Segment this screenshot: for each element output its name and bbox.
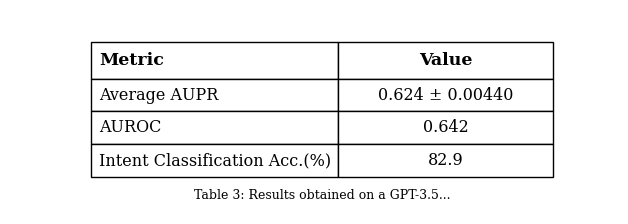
Bar bbox=[338, 79, 553, 112]
Bar bbox=[338, 112, 553, 144]
Text: Value: Value bbox=[419, 52, 472, 69]
Text: Table 3: Results obtained on a GPT-3.5...: Table 3: Results obtained on a GPT-3.5..… bbox=[193, 189, 450, 202]
Text: Metric: Metric bbox=[99, 52, 165, 69]
Text: 0.642: 0.642 bbox=[423, 119, 468, 136]
Text: Average AUPR: Average AUPR bbox=[99, 87, 219, 103]
Text: 0.624 ± 0.00440: 0.624 ± 0.00440 bbox=[378, 87, 513, 103]
Text: AUROC: AUROC bbox=[99, 119, 162, 136]
Text: Intent Classification Acc.(%): Intent Classification Acc.(%) bbox=[99, 152, 332, 169]
Bar bbox=[90, 112, 338, 144]
Bar bbox=[338, 42, 553, 79]
Bar bbox=[90, 79, 338, 112]
Bar bbox=[90, 144, 338, 177]
Bar bbox=[90, 42, 338, 79]
Bar bbox=[338, 144, 553, 177]
Text: 82.9: 82.9 bbox=[428, 152, 463, 169]
